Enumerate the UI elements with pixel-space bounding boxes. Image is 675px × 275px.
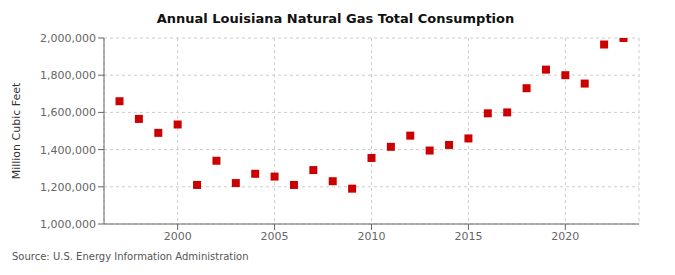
svg-text:2,000,000: 2,000,000 [40, 32, 96, 45]
html-text:Annual Louisiana Natural Gas T: Annual Louisiana Natural Gas Total Consu… [156, 11, 515, 26]
svg-text:2000: 2000 [164, 230, 192, 243]
html-text:Source: U.S. Energy Informatio: Source: U.S. Energy Information Administ… [12, 251, 249, 262]
svg-text:2010: 2010 [358, 230, 386, 243]
svg-text:1,800,000: 1,800,000 [40, 69, 96, 82]
svg-text:1,000,000: 1,000,000 [40, 218, 96, 231]
svg-text:2005: 2005 [261, 230, 289, 243]
svg-text:Million Cubic Feet: Million Cubic Feet [10, 82, 23, 179]
svg-text:2015: 2015 [454, 230, 482, 243]
svg-text:1,200,000: 1,200,000 [40, 181, 96, 194]
svg-text:1,600,000: 1,600,000 [40, 106, 96, 119]
svg-text:2020: 2020 [551, 230, 579, 243]
svg-text:1,400,000: 1,400,000 [40, 144, 96, 157]
